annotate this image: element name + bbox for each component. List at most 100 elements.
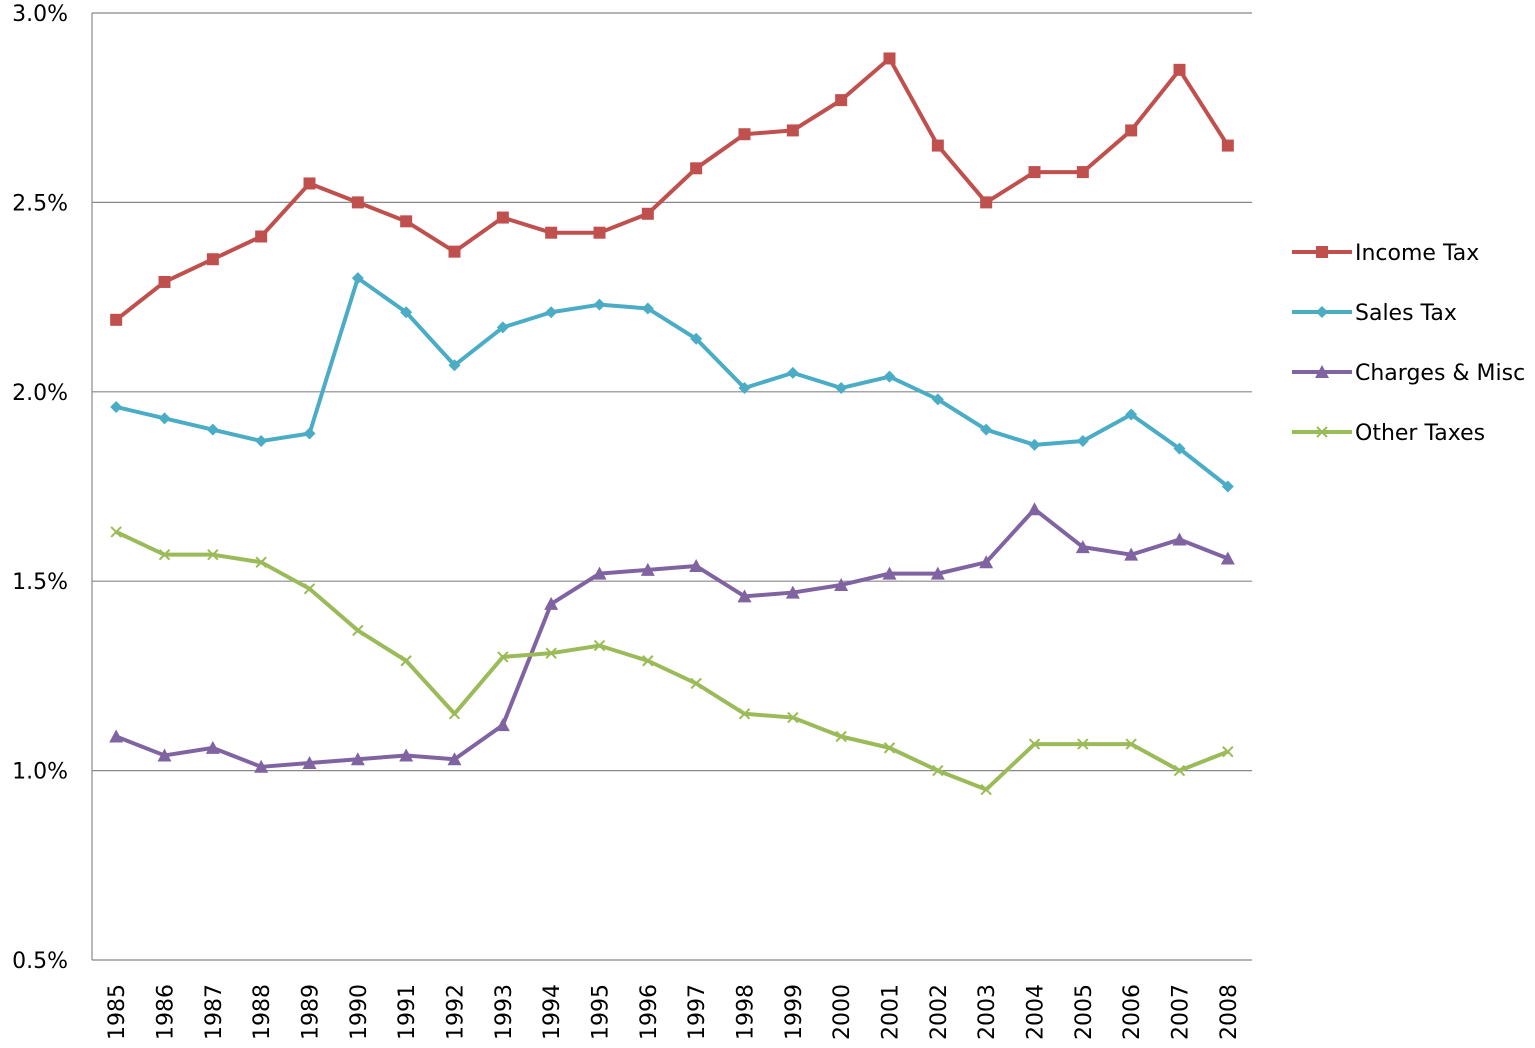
legend-label: Charges & Misc [1355, 361, 1525, 386]
marker [1075, 540, 1090, 554]
marker [1220, 551, 1235, 565]
marker [1077, 738, 1089, 750]
marker [786, 366, 799, 379]
marker [545, 226, 558, 239]
marker [786, 124, 799, 137]
marker [1028, 166, 1041, 179]
marker [205, 740, 220, 754]
marker [157, 748, 172, 762]
marker [883, 742, 896, 754]
marker [835, 730, 847, 743]
x-tick-label: 1991 [395, 984, 420, 1040]
line [115, 276, 1230, 489]
marker [448, 359, 461, 372]
x-tick-label: 1995 [589, 984, 614, 1040]
line [114, 56, 1230, 322]
marker [1221, 139, 1234, 152]
x-tick-label: 1988 [250, 984, 275, 1040]
marker [1316, 246, 1328, 258]
marker [303, 177, 316, 190]
y-tick-label: 2.0% [12, 381, 68, 406]
marker [980, 783, 992, 796]
marker [496, 211, 509, 224]
marker [496, 321, 509, 334]
marker [592, 566, 607, 580]
marker [110, 526, 122, 538]
marker [835, 94, 848, 107]
line [115, 530, 1229, 792]
marker [158, 275, 171, 288]
x-tick-label: 1999 [782, 984, 807, 1040]
x-tick-label: 1989 [299, 984, 324, 1040]
marker [447, 752, 462, 766]
marker [787, 711, 799, 724]
marker [641, 302, 654, 315]
marker [1172, 532, 1187, 546]
series [110, 272, 1234, 493]
marker [158, 412, 171, 425]
marker [544, 596, 559, 610]
marker [1028, 438, 1041, 451]
marker [400, 215, 413, 228]
x-tick-label: 2006 [1120, 984, 1145, 1040]
marker [785, 585, 800, 599]
marker [351, 272, 364, 285]
marker [1076, 435, 1089, 448]
marker [738, 382, 751, 395]
marker [980, 196, 993, 209]
marker [352, 624, 364, 637]
series [110, 52, 1234, 326]
marker [979, 555, 994, 569]
marker [738, 128, 751, 141]
x-tick-label: 2004 [1024, 984, 1049, 1040]
x-tick-label: 1994 [540, 984, 565, 1040]
marker [1316, 426, 1328, 438]
marker [1124, 547, 1139, 561]
y-tick-label: 0.5% [12, 949, 68, 974]
marker [1125, 738, 1137, 750]
marker [207, 548, 219, 561]
legend-label: Other Taxes [1355, 421, 1485, 446]
marker [930, 566, 945, 580]
series [110, 526, 1234, 796]
line [115, 507, 1229, 769]
x-tick-label: 1996 [637, 984, 662, 1040]
marker [1222, 745, 1234, 758]
marker [882, 566, 897, 580]
x-tick-label: 1992 [444, 984, 469, 1040]
marker [110, 400, 123, 413]
legend-label: Income Tax [1355, 241, 1479, 266]
x-tick-label: 2005 [1072, 984, 1097, 1040]
marker [980, 423, 993, 436]
marker [399, 748, 414, 762]
x-tick-label: 1990 [347, 984, 372, 1040]
marker [1125, 408, 1138, 421]
y-tick-label: 3.0% [12, 2, 68, 27]
marker [1027, 502, 1042, 516]
x-tick-label: 1998 [734, 984, 759, 1040]
marker [1315, 365, 1329, 378]
marker [351, 196, 364, 209]
marker [1076, 166, 1089, 179]
marker [302, 756, 317, 770]
marker [593, 226, 606, 239]
marker [883, 52, 896, 65]
marker [255, 435, 268, 448]
marker [640, 562, 655, 576]
marker [545, 647, 557, 659]
x-tick-label: 2008 [1217, 984, 1242, 1040]
marker [690, 162, 703, 175]
marker [400, 655, 412, 667]
marker [931, 393, 944, 406]
marker [593, 298, 606, 311]
y-tick-label: 1.5% [12, 570, 68, 595]
marker [109, 729, 124, 743]
marker [883, 370, 896, 383]
x-tick-label: 2007 [1169, 984, 1194, 1040]
marker [1173, 764, 1186, 777]
marker [206, 423, 219, 436]
x-tick-label: 2002 [927, 984, 952, 1040]
marker [545, 306, 558, 319]
marker [448, 245, 461, 258]
